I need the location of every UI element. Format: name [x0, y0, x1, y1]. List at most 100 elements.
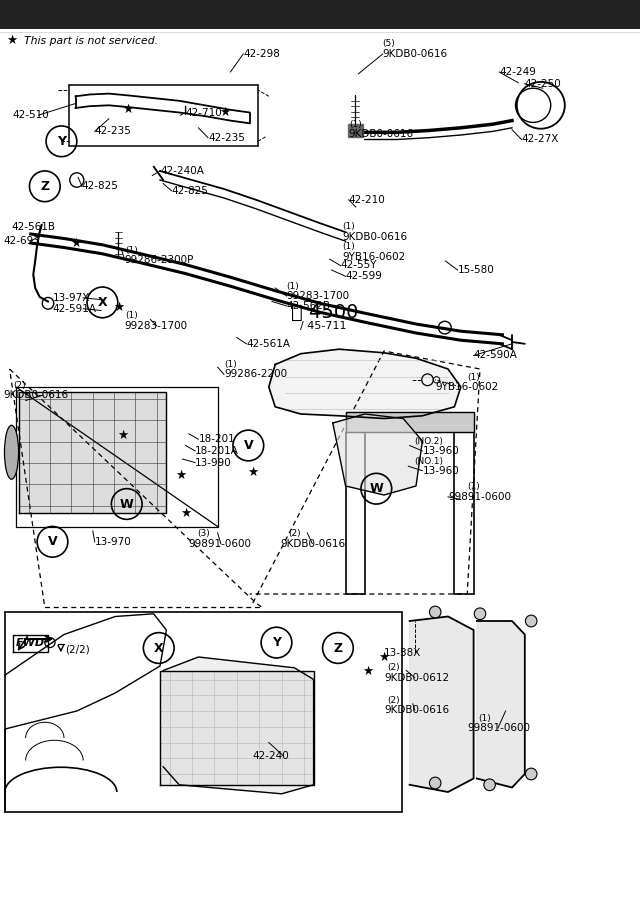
Text: (1): (1) [125, 246, 138, 255]
Text: (2): (2) [13, 381, 26, 390]
Text: 42-298: 42-298 [243, 49, 280, 59]
Text: 42-825: 42-825 [82, 181, 119, 192]
Polygon shape [333, 414, 422, 495]
Polygon shape [163, 657, 314, 794]
Text: 42-825: 42-825 [172, 185, 209, 196]
Text: (5): (5) [383, 39, 396, 48]
Text: ⓘ 4500: ⓘ 4500 [291, 302, 358, 322]
Text: 99891-0600: 99891-0600 [467, 723, 530, 734]
Text: This part is not serviced.: This part is not serviced. [24, 35, 159, 46]
Text: 42-27X: 42-27X [522, 134, 559, 145]
Polygon shape [477, 621, 525, 788]
Ellipse shape [525, 768, 537, 779]
Text: (2): (2) [288, 529, 301, 538]
Text: ★: ★ [378, 651, 390, 663]
Text: 9KDB0-0616: 9KDB0-0616 [342, 231, 408, 242]
Text: Z: Z [333, 642, 342, 654]
Text: 99891-0600: 99891-0600 [189, 538, 252, 549]
Text: 9KDB0-0616: 9KDB0-0616 [3, 390, 68, 400]
Text: V: V [47, 536, 58, 548]
Text: ★: ★ [113, 302, 124, 314]
Text: 42-599: 42-599 [346, 271, 383, 282]
Text: 15-580: 15-580 [458, 265, 494, 275]
Text: 99891-0600: 99891-0600 [448, 491, 511, 502]
Text: 99283-1700: 99283-1700 [125, 320, 188, 331]
Text: (1): (1) [479, 714, 492, 723]
Text: V: V [243, 439, 253, 452]
Text: (NO.1): (NO.1) [415, 457, 444, 466]
Text: (1): (1) [342, 242, 355, 251]
Text: 42-693: 42-693 [3, 236, 40, 247]
Ellipse shape [429, 607, 441, 617]
Text: (2/2): (2/2) [65, 644, 90, 655]
Text: 18-201: 18-201 [198, 434, 235, 445]
Text: 13-960: 13-960 [422, 446, 459, 456]
Text: 42-510: 42-510 [13, 110, 49, 121]
Text: Z: Z [40, 180, 49, 193]
Text: 9KDB0-0616: 9KDB0-0616 [383, 49, 448, 59]
Text: X: X [154, 642, 164, 654]
Text: / 45-711: / 45-711 [300, 320, 346, 331]
Text: (NO.2): (NO.2) [415, 437, 444, 446]
Polygon shape [269, 349, 461, 418]
Text: 42-240: 42-240 [253, 751, 289, 761]
Text: ★: ★ [6, 34, 17, 47]
Text: (1): (1) [287, 282, 300, 291]
Text: Y: Y [272, 636, 281, 649]
Text: (1): (1) [125, 311, 138, 320]
Text: X: X [97, 296, 108, 309]
Text: FWD: FWD [15, 638, 45, 649]
Text: 42-710: 42-710 [186, 107, 222, 118]
Text: (3): (3) [197, 529, 210, 538]
Text: (2): (2) [387, 663, 400, 672]
Text: 42-55Y: 42-55Y [340, 260, 377, 271]
Text: 42-210: 42-210 [349, 194, 385, 205]
Text: 42-590A: 42-590A [474, 350, 518, 361]
Text: W: W [120, 498, 134, 510]
Text: ★: ★ [122, 104, 134, 116]
Text: 42-562B: 42-562B [287, 301, 331, 311]
Ellipse shape [484, 778, 495, 790]
Text: 13-990: 13-990 [195, 457, 232, 468]
Text: (1): (1) [224, 360, 237, 369]
Text: ★: ★ [247, 466, 259, 479]
Text: ★: ★ [362, 665, 374, 678]
Text: (1): (1) [342, 222, 355, 231]
Text: 9KDB0-0616: 9KDB0-0616 [280, 538, 346, 549]
Text: 9YB16-0602: 9YB16-0602 [342, 251, 406, 262]
Text: 13-38X: 13-38X [384, 647, 421, 658]
Polygon shape [348, 124, 363, 137]
Text: 9YB16-0602: 9YB16-0602 [435, 382, 499, 392]
Ellipse shape [525, 616, 537, 626]
Text: ★: ★ [180, 507, 191, 519]
Text: 42-561B: 42-561B [12, 221, 56, 232]
Ellipse shape [4, 426, 19, 480]
Polygon shape [410, 616, 474, 792]
Text: (1): (1) [467, 373, 480, 382]
Text: 18-201A: 18-201A [195, 446, 239, 456]
Text: 42-240A: 42-240A [160, 166, 204, 176]
Text: 42-235: 42-235 [95, 126, 132, 137]
Text: ★: ★ [220, 106, 231, 119]
Text: 42-235: 42-235 [208, 132, 245, 143]
Polygon shape [346, 412, 474, 432]
Text: Y: Y [57, 135, 66, 148]
Text: ★: ★ [70, 237, 81, 249]
Polygon shape [160, 670, 314, 785]
Ellipse shape [429, 778, 441, 788]
Text: W: W [369, 482, 383, 495]
Polygon shape [19, 392, 166, 513]
Bar [0, 0, 640, 29]
Text: 42-561A: 42-561A [246, 338, 291, 349]
Ellipse shape [474, 608, 486, 620]
Text: 99283-1700: 99283-1700 [287, 291, 350, 302]
Text: 42-250: 42-250 [525, 78, 561, 89]
Text: 13-960: 13-960 [422, 465, 459, 476]
Text: 42-591A: 42-591A [52, 303, 97, 314]
Text: 13-97X: 13-97X [52, 292, 90, 303]
Text: 99286-2300P: 99286-2300P [125, 255, 194, 266]
Text: 9KDB0-0616: 9KDB0-0616 [349, 129, 414, 140]
Text: (2): (2) [387, 696, 400, 705]
Text: 9KDB0-0612: 9KDB0-0612 [384, 672, 449, 683]
Text: 42-249: 42-249 [499, 67, 536, 77]
